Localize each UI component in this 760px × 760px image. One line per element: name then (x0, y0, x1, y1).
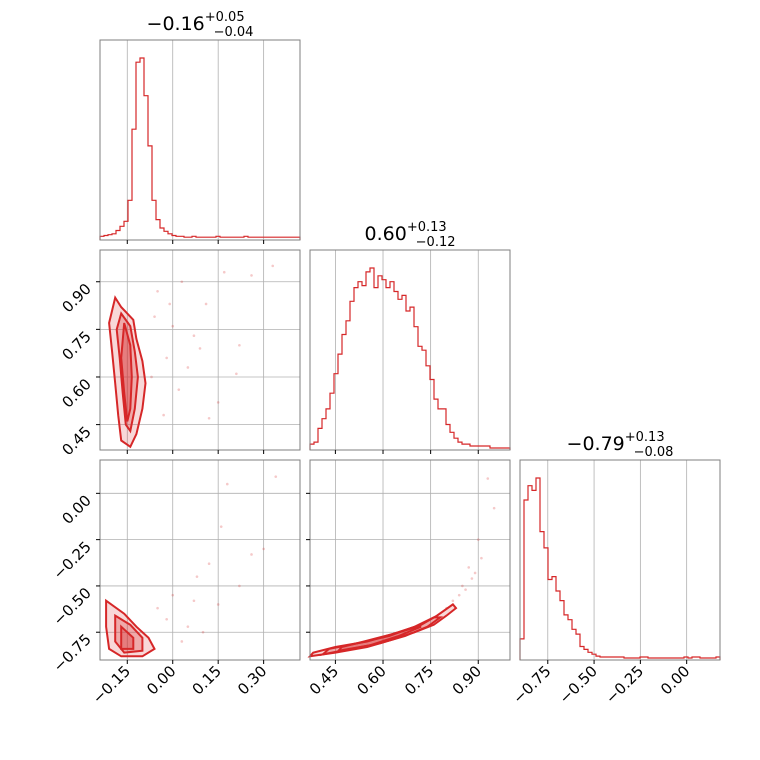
x-tick-label: −0.50 (556, 662, 601, 707)
histogram-step (99, 57, 301, 240)
histogram-step (519, 477, 721, 660)
sample-point (165, 356, 168, 360)
sample-point (238, 584, 241, 588)
sample-point (457, 593, 461, 597)
axes-frame (309, 459, 511, 661)
sample-point (451, 599, 455, 603)
sample-point (168, 302, 171, 306)
axes-frame (309, 249, 511, 451)
sample-point (192, 599, 196, 603)
sample-point (461, 584, 464, 588)
histogram-step (309, 267, 511, 450)
x-tick-label: −0.25 (602, 662, 647, 707)
x-tick-label: −0.75 (509, 662, 554, 707)
sample-point (470, 577, 474, 580)
sample-point (238, 343, 241, 347)
sample-point (204, 302, 208, 306)
y-tick-label: 0.60 (58, 375, 94, 411)
x-tick-label: 0.75 (401, 662, 437, 698)
sample-point (162, 413, 165, 417)
sample-point (274, 475, 278, 478)
sample-point (195, 575, 199, 578)
sample-point (250, 553, 253, 556)
sample-point (171, 593, 175, 597)
axes-frame (99, 249, 301, 451)
sample-point (198, 347, 202, 350)
histogram-panel-param-1 (99, 39, 301, 244)
scatter-panel-param-1-vs-param-3: −0.15 0.00 0.15 0.30−0.75−0.50−0.250.00 (50, 459, 301, 707)
density-contour (120, 322, 133, 422)
sample-point (492, 506, 496, 510)
sample-point (207, 416, 211, 420)
y-tick-label: 0.45 (58, 423, 94, 459)
y-tick-label: −0.25 (50, 538, 95, 583)
sample-point (250, 274, 253, 277)
density-contour (120, 624, 135, 650)
sample-point (171, 324, 175, 328)
sample-point (464, 588, 467, 591)
x-tick-label: 0.30 (234, 662, 270, 698)
density-contour (336, 625, 422, 653)
title-param-2: 0.60+0.13 −0.12 (365, 220, 456, 250)
sample-point (480, 556, 483, 560)
sample-point (177, 388, 181, 391)
sample-point (225, 482, 229, 486)
sample-point (207, 562, 211, 566)
sample-point (180, 280, 184, 284)
sample-point (219, 525, 223, 528)
svg-text:0.60+0.13−0.12: 0.60+0.13 −0.12 (365, 220, 456, 250)
x-tick-label: 0.00 (143, 662, 179, 698)
y-tick-label: 0.75 (58, 327, 94, 363)
svg-text:−0.16+0.05−0.04: −0.16+0.05 −0.04 (147, 10, 254, 40)
sample-point (271, 264, 275, 268)
histogram-panel-param-2 (309, 249, 511, 454)
scatter-panel-param-1-vs-param-2: 0.45 0.60 0.75 0.90 (58, 249, 301, 459)
sample-point (473, 571, 477, 575)
sample-point (156, 289, 159, 293)
title-param-1: −0.16+0.05 −0.04 (147, 10, 254, 40)
x-tick-label: −0.15 (89, 662, 134, 707)
y-tick-label: 0.90 (58, 280, 94, 316)
svg-text:−0.79+0.13−0.08: −0.79+0.13 −0.08 (567, 430, 674, 460)
sample-point (156, 606, 159, 610)
sample-point (150, 375, 153, 379)
x-tick-label: 0.15 (189, 662, 225, 698)
sample-point (186, 625, 190, 628)
x-tick-label: 0.90 (449, 662, 485, 698)
axes-frame (99, 459, 301, 661)
y-tick-label: −0.75 (50, 630, 95, 675)
scatter-panel-param-2-vs-param-3: 0.45 0.60 0.75 0.90 (306, 459, 511, 698)
sample-point (201, 630, 205, 634)
sample-point (476, 538, 480, 541)
sample-point (486, 477, 490, 480)
sample-point (216, 603, 220, 606)
axes-frame (99, 39, 301, 241)
sample-point (153, 315, 156, 318)
sample-point (192, 334, 196, 338)
sample-point (262, 547, 265, 551)
sample-point (216, 401, 220, 404)
x-tick-label: 0.00 (657, 662, 693, 698)
title-param-3: −0.79+0.13 −0.08 (567, 430, 674, 460)
y-tick-label: −0.50 (50, 584, 95, 629)
x-tick-label: 0.45 (306, 662, 342, 698)
y-tick-label: 0.00 (58, 491, 94, 527)
histogram-panel-param-3: −0.75 −0.50 −0.25 0.00 (509, 459, 721, 707)
sample-point (165, 617, 168, 621)
axes-frame (519, 459, 721, 661)
sample-point (235, 372, 238, 376)
sample-point (186, 366, 190, 369)
x-tick-label: 0.60 (353, 662, 389, 698)
sample-point (222, 270, 226, 274)
sample-point (467, 566, 471, 569)
sample-point (180, 640, 184, 643)
